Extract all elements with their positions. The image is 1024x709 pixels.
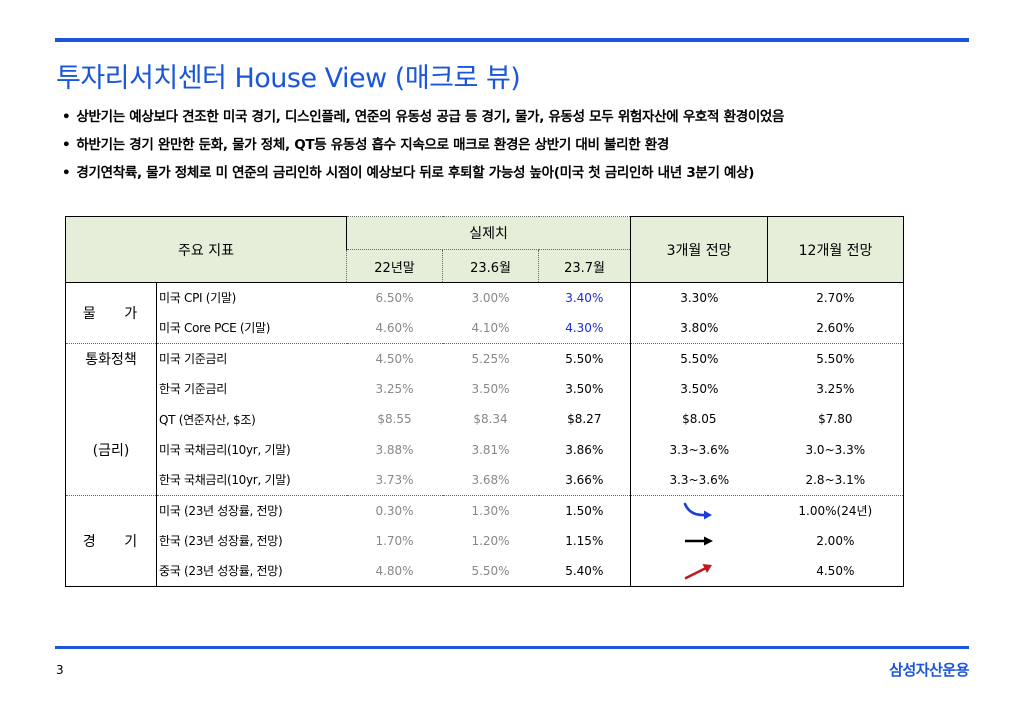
actual-value: 3.81% [471, 442, 510, 457]
table-row: 미국 Core PCE (기말) 4.60% 4.10% 4.30% 3.80%… [66, 312, 905, 344]
forecast-3m-value: 3.30% [630, 282, 768, 313]
indicator-label: QT (연준자산, $조) [155, 404, 347, 435]
actual-value: 1.20% [471, 533, 510, 548]
actual-value-highlight: 3.40% [565, 290, 604, 305]
page-number: 3 [56, 663, 64, 677]
actual-value: $8.27 [567, 412, 602, 427]
table-row: 한국 국채금리(10yr, 기말) 3.73% 3.68% 3.66% 3.3~… [65, 464, 905, 496]
table-row: 중국 (23년 성장률, 전망) 4.80% 5.50% 5.40% 4.50% [66, 556, 905, 587]
summary-bullets: 상반기는 예상보다 견조한 미국 경기, 디스인플레, 연준의 유동성 공급 등… [62, 107, 962, 191]
table-row: QT (연준자산, $조) $8.55 $8.34 $8.27 $8.05 $7… [65, 404, 905, 435]
forecast-3m-value: 3.3~3.6% [630, 464, 768, 496]
actual-value: 6.50% [375, 290, 414, 305]
curved-down-right-arrow-icon [683, 502, 713, 520]
header-key-indicator: 주요 지표 [64, 216, 347, 283]
forecast-12m-value: 4.50% [767, 556, 905, 587]
group-spacer [65, 373, 157, 405]
group-label-monetary: 통화정책 [65, 342, 157, 374]
forecast-12m-value: 2.70% [767, 282, 905, 313]
table-row: 한국 (23년 성장률, 전망) 1.70% 1.20% 1.15% 2.00% [66, 525, 905, 557]
forecast-12m-value: 2.8~3.1% [767, 464, 905, 496]
indicator-label: 한국 국채금리(10yr, 기말) [155, 464, 347, 496]
indicator-label: 미국 Core PCE (기말) [155, 312, 347, 344]
indicator-label: 한국 (23년 성장률, 전망) [155, 525, 347, 557]
slide-title: 투자리서치센터 House View (매크로 뷰) [56, 63, 521, 94]
indicator-label: 미국 국채금리(10yr, 기말) [155, 434, 347, 465]
actual-value: 3.66% [565, 472, 604, 487]
up-right-arrow-icon [684, 563, 713, 580]
indicator-label: 미국 (23년 성장률, 전망) [155, 494, 347, 526]
table-row: 물 가 미국 CPI (기말) 6.50% 3.00% 3.40% 3.30% … [65, 282, 905, 344]
actual-value: 3.68% [471, 472, 510, 487]
actual-value: 5.50% [442, 556, 539, 587]
bottom-rule [55, 646, 969, 649]
flat-right-arrow-icon [685, 536, 714, 546]
header-actual: 실제치 [346, 216, 631, 250]
actual-value: 1.30% [442, 494, 539, 526]
actual-value: 1.70% [375, 533, 414, 548]
header-forecast-12m: 12개월 전망 [767, 216, 905, 283]
actual-value: 3.00% [471, 290, 510, 305]
actual-value: 4.50% [346, 342, 443, 374]
indicator-label: 중국 (23년 성장률, 전망) [155, 556, 347, 587]
forecast-12m-value: 2.00% [767, 525, 905, 557]
actual-value: 1.15% [565, 533, 604, 548]
forecast-12m-value: 1.00%(24년) [767, 494, 905, 526]
group-label-rates: (금리) [65, 434, 157, 465]
forecast-3m-value: 5.50% [630, 342, 768, 374]
table-row: 통화정책 미국 기준금리 4.50% 5.25% 5.50% 5.50% 5.5… [65, 342, 905, 374]
forecast-3m-value: $8.05 [630, 404, 768, 435]
macro-table: 주요 지표 실제치 3개월 전망 12개월 전망 22년말 23.6월 23.7… [64, 216, 905, 587]
header-row-2: 22년말 23.6월 23.7월 [66, 249, 904, 283]
indicator-label: 미국 CPI (기말) [155, 282, 347, 313]
brand-logo-text: 삼성자산운용 [889, 661, 969, 679]
indicator-label: 한국 기준금리 [155, 373, 347, 405]
header-period: 22년말 [346, 249, 443, 283]
table-row: 경 기 미국 (23년 성장률, 전망) 0.30% 1.30% 1.50% 1… [65, 494, 905, 587]
actual-value: 4.10% [471, 320, 510, 335]
actual-value: 1.50% [538, 494, 631, 526]
table-row: 한국 기준금리 3.25% 3.50% 3.50% 3.50% 3.25% [65, 373, 905, 405]
forecast-12m-value: $7.80 [767, 404, 905, 435]
table-row: (금리) 미국 국채금리(10yr, 기말) 3.88% 3.81% 3.86%… [65, 434, 905, 465]
actual-value: 3.88% [375, 442, 414, 457]
actual-value: 5.50% [538, 342, 631, 374]
actual-value: 4.60% [375, 320, 414, 335]
actual-value: 3.86% [565, 442, 604, 457]
actual-value: 3.25% [375, 381, 414, 396]
actual-value: 3.50% [471, 381, 510, 396]
header-forecast-3m: 3개월 전망 [630, 216, 768, 283]
bullet-item: 경기연착륙, 물가 정체로 미 연준의 금리인하 시점이 예상보다 뒤로 후퇴할… [62, 163, 962, 191]
forecast-3m-trend [630, 556, 768, 587]
group-label-economy: 경 기 [65, 494, 157, 587]
group-label-prices: 물 가 [65, 282, 157, 344]
group-spacer [65, 464, 157, 496]
actual-value: 0.30% [346, 494, 443, 526]
forecast-3m-trend [630, 494, 768, 526]
forecast-12m-value: 2.60% [767, 312, 905, 344]
actual-value: $8.34 [473, 412, 508, 427]
actual-value: 5.25% [442, 342, 539, 374]
actual-value-highlight: 4.30% [565, 320, 604, 335]
forecast-12m-value: 3.25% [767, 373, 905, 405]
bullet-item: 상반기는 예상보다 견조한 미국 경기, 디스인플레, 연준의 유동성 공급 등… [62, 107, 962, 135]
bullet-item: 하반기는 경기 완만한 둔화, 물가 정체, QT등 유동성 흡수 지속으로 매… [62, 135, 962, 163]
actual-value: 5.40% [538, 556, 631, 587]
header-period: 23.7월 [538, 249, 631, 283]
forecast-12m-value: 5.50% [767, 342, 905, 374]
header-period: 23.6월 [442, 249, 539, 283]
forecast-3m-trend [630, 525, 768, 557]
forecast-3m-value: 3.3~3.6% [630, 434, 768, 465]
forecast-3m-value: 3.80% [630, 312, 768, 344]
indicator-label: 미국 기준금리 [155, 342, 347, 374]
forecast-12m-value: 3.0~3.3% [767, 434, 905, 465]
forecast-3m-value: 3.50% [630, 373, 768, 405]
actual-value: $8.55 [377, 412, 412, 427]
actual-value: 4.80% [346, 556, 443, 587]
header-row-1: 주요 지표 실제치 3개월 전망 12개월 전망 [64, 216, 905, 283]
actual-value: 3.50% [565, 381, 604, 396]
top-rule [55, 38, 969, 42]
group-spacer [65, 404, 157, 435]
actual-value: 3.73% [375, 472, 414, 487]
